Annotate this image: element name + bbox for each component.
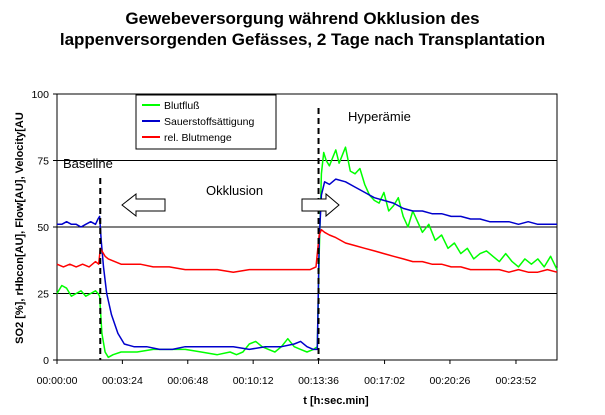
x-tick-label: 00:23:52: [496, 375, 537, 387]
event-markers: [99, 108, 320, 360]
left-arrow-icon: [121, 192, 166, 218]
annotation-hyperaemie: Hyperämie: [348, 109, 411, 124]
legend: Blutfluß Sauerstoffsättigung rel. Blutmeng…: [135, 94, 277, 150]
x-axis-label: t [h:sec.min]: [303, 395, 369, 407]
y-tick-label: 100: [31, 89, 49, 101]
y-tick-label: 25: [37, 289, 49, 301]
chart-title: Gewebeversorgung während Okklusion des l…: [0, 8, 605, 50]
annotation-okklusion: Okklusion: [206, 183, 263, 198]
y-axis-label: SO2 [%], rHbcon[AU], Flow[AU], Velocity[…: [14, 112, 26, 344]
x-tick-label: 00:20:26: [430, 375, 471, 387]
right-arrow-icon: [301, 192, 340, 218]
series-group: [56, 146, 558, 359]
x-tick-label: 00:13:36: [298, 375, 339, 387]
x-tick-label: 00:10:12: [233, 375, 274, 387]
x-axis-ticks: 00:00:00 00:03:24 00:06:48 00:10:12 00:13:36…: [37, 360, 537, 387]
legend-label: rel. Blutmenge: [164, 132, 232, 144]
annotation-baseline: Baseline: [63, 156, 113, 171]
x-tick-label: 00:03:24: [102, 375, 143, 387]
series-line-2: [57, 178, 557, 351]
y-axis-ticks: 0 25 50 75 100: [31, 89, 57, 367]
chart-title-line-2: lappenversorgenden Gefässes, 2 Tage nach…: [59, 30, 546, 49]
y-tick-label: 0: [43, 355, 49, 367]
gridlines: [57, 160, 557, 294]
legend-label: Blutfluß: [164, 100, 200, 112]
legend-label: Sauerstoffsättigung: [164, 116, 254, 128]
series-line-1: [56, 146, 558, 359]
y-tick-label: 50: [37, 222, 49, 234]
x-tick-label: 00:17:02: [364, 375, 405, 387]
chart-title-line-1: Gewebeversorgung während Okklusion des: [125, 9, 480, 28]
series-line-3: [56, 228, 558, 273]
x-tick-label: 00:06:48: [167, 375, 208, 387]
x-tick-label: 00:00:00: [37, 375, 78, 387]
y-tick-label: 75: [37, 156, 49, 168]
